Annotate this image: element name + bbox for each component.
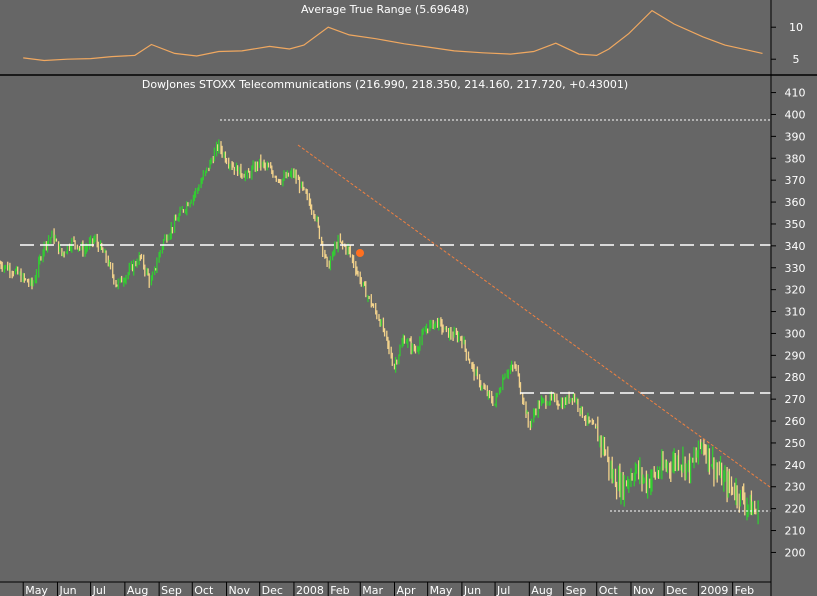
price-tick-label: 260 xyxy=(785,415,806,428)
price-tick-label: 210 xyxy=(785,525,806,538)
x-tick-label: Jun xyxy=(463,584,481,596)
price-tick-label: 400 xyxy=(785,108,806,121)
x-tick-label: Jul xyxy=(92,584,106,596)
x-tick-label: Sep xyxy=(566,584,587,596)
x-tick-label: Aug xyxy=(531,584,552,596)
x-tick-label: 2009 xyxy=(700,584,728,596)
x-tick-label: Oct xyxy=(599,584,619,596)
price-title: DowJones STOXX Telecommunications (216.9… xyxy=(142,78,628,91)
x-tick-label: 2008 xyxy=(296,584,324,596)
price-tick-label: 240 xyxy=(785,459,806,472)
breakdown-marker xyxy=(356,249,364,257)
price-tick-label: 340 xyxy=(785,240,806,253)
x-tick-label: Apr xyxy=(396,584,416,596)
price-tick-label: 380 xyxy=(785,152,806,165)
price-tick-label: 410 xyxy=(785,87,806,100)
price-tick-label: 320 xyxy=(785,284,806,297)
price-tick-label: 220 xyxy=(785,503,806,516)
x-tick-label: Nov xyxy=(633,584,655,596)
atr-plot-area xyxy=(0,0,771,74)
price-tick-label: 200 xyxy=(785,546,806,559)
x-tick-label: Dec xyxy=(262,584,283,596)
price-tick-label: 280 xyxy=(785,371,806,384)
x-tick-label: Jul xyxy=(496,584,510,596)
price-tick-label: 230 xyxy=(785,481,806,494)
x-tick-label: May xyxy=(430,584,453,596)
atr-tick-label: 5 xyxy=(793,53,800,66)
x-tick-label: Feb xyxy=(735,584,754,596)
price-tick-label: 360 xyxy=(785,196,806,209)
x-tick-label: May xyxy=(25,584,48,596)
atr-y-axis: 5 10 xyxy=(771,21,803,66)
price-tick-label: 300 xyxy=(785,327,806,340)
atr-series-line xyxy=(23,9,763,62)
price-tick-label: 270 xyxy=(785,393,806,406)
price-tick-label: 370 xyxy=(785,174,806,187)
atr-tick-label: 10 xyxy=(789,21,803,34)
x-tick-label: Nov xyxy=(229,584,251,596)
price-tick-label: 390 xyxy=(785,130,806,143)
price-tick-label: 330 xyxy=(785,262,806,275)
x-axis: May Jun Jul Aug Sep Oct Nov Dec 2008 Feb Mar Apr May… xyxy=(22,582,754,596)
price-tick-label: 350 xyxy=(785,218,806,231)
price-y-axis: 200 210 220 230 240 250 260 270 280 290 300 310 320 3… xyxy=(771,87,806,559)
price-tick-label: 310 xyxy=(785,306,806,319)
x-tick-label: Oct xyxy=(194,584,214,596)
x-tick-label: Sep xyxy=(161,584,182,596)
atr-title: Average True Range (5.69648) xyxy=(301,3,469,16)
downtrend-line xyxy=(297,144,771,488)
x-tick-label: Aug xyxy=(127,584,148,596)
atr-panel: Average True Range (5.69648) 5 10 xyxy=(0,0,803,74)
x-tick-label: Dec xyxy=(666,584,687,596)
x-tick-label: Feb xyxy=(330,584,349,596)
x-tick-label: Jun xyxy=(58,584,76,596)
x-tick-label: Mar xyxy=(362,584,383,596)
price-tick-label: 290 xyxy=(785,349,806,362)
price-tick-label: 250 xyxy=(785,437,806,450)
price-panel: DowJones STOXX Telecommunications (216.9… xyxy=(0,78,806,596)
